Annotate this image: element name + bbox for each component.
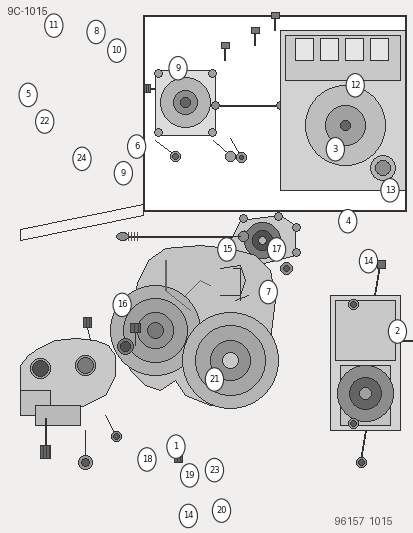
Text: 7: 7 (265, 288, 270, 296)
Text: 22: 22 (39, 117, 50, 126)
Circle shape (73, 147, 91, 171)
Text: 14: 14 (183, 512, 193, 520)
Circle shape (127, 135, 145, 158)
Circle shape (338, 209, 356, 233)
Text: 16: 16 (116, 301, 127, 309)
Text: 9: 9 (121, 169, 126, 177)
Text: 20: 20 (216, 506, 226, 515)
Circle shape (179, 504, 197, 528)
Text: 23: 23 (209, 466, 219, 474)
Circle shape (114, 161, 132, 185)
Text: 21: 21 (209, 375, 219, 384)
Text: 24: 24 (76, 155, 87, 163)
Text: 1: 1 (173, 442, 178, 451)
Circle shape (205, 368, 223, 391)
Text: 13: 13 (384, 186, 394, 195)
Text: 15: 15 (221, 245, 232, 254)
Text: 17: 17 (271, 245, 281, 254)
Text: 19: 19 (184, 471, 195, 480)
Circle shape (180, 464, 198, 487)
Text: 14: 14 (362, 257, 373, 265)
Text: 6: 6 (134, 142, 139, 151)
Text: 5: 5 (26, 91, 31, 99)
Text: 10: 10 (111, 46, 122, 55)
Circle shape (166, 435, 185, 458)
Circle shape (345, 74, 363, 97)
Text: 12: 12 (349, 81, 360, 90)
Circle shape (267, 238, 285, 261)
Text: 9: 9 (175, 64, 180, 72)
Circle shape (169, 56, 187, 80)
Circle shape (217, 238, 235, 261)
Circle shape (212, 499, 230, 522)
Circle shape (259, 280, 277, 304)
Text: 2: 2 (394, 327, 399, 336)
Circle shape (113, 293, 131, 317)
Circle shape (380, 179, 398, 202)
Circle shape (36, 110, 54, 133)
Circle shape (87, 20, 105, 44)
Text: 3: 3 (332, 145, 337, 154)
Circle shape (19, 83, 37, 107)
Circle shape (138, 448, 156, 471)
Circle shape (107, 39, 126, 62)
Circle shape (387, 320, 406, 343)
Circle shape (45, 14, 63, 37)
Text: 11: 11 (48, 21, 59, 30)
Text: 4: 4 (344, 217, 349, 225)
Circle shape (325, 138, 344, 161)
Circle shape (358, 249, 377, 273)
Text: 18: 18 (141, 455, 152, 464)
Circle shape (205, 458, 223, 482)
Text: 8: 8 (93, 28, 98, 36)
